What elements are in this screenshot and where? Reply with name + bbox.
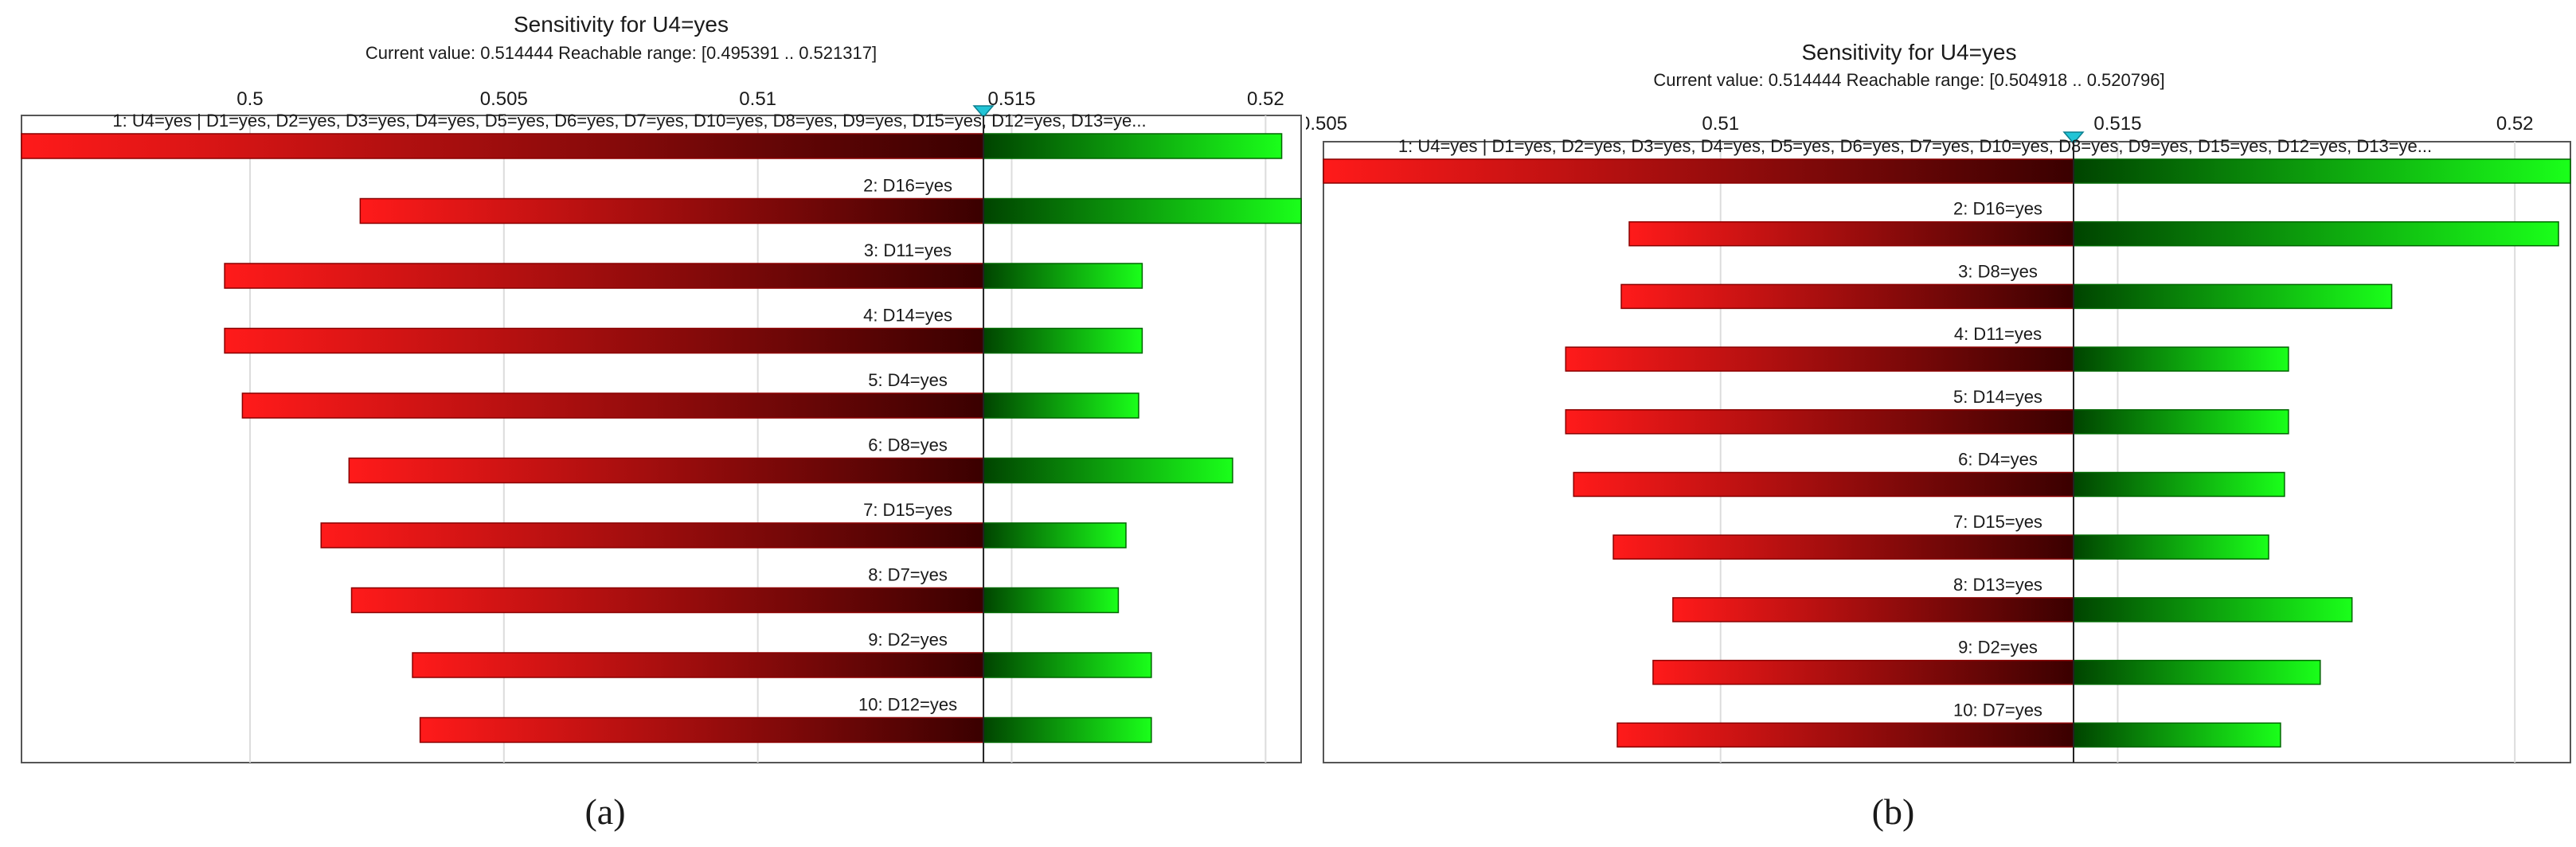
chart-b-subtitle: Current value: 0.514444 Reachable range:… xyxy=(1653,70,2164,90)
chart-b-bar-label: 9: D2=yes xyxy=(1958,638,2038,658)
chart-b-bar-label: 2: D16=yes xyxy=(1953,199,2042,219)
chart-b-bar-label: 8: D13=yes xyxy=(1953,575,2042,595)
sensitivity-chart-a-svg: Sensitivity for U4=yes Current value: 0.5… xyxy=(21,12,1302,832)
chart-b-tick-label: 0.52 xyxy=(2496,113,2534,135)
chart-b-bar-label: 3: D8=yes xyxy=(1958,261,2038,281)
chart-a-caption: (a) xyxy=(584,791,625,832)
chart-a-bar-label: 9: D2=yes xyxy=(868,630,948,650)
chart-a-bar-label: 3: D11=yes xyxy=(864,240,952,260)
chart-b-bar-low xyxy=(1672,597,2074,623)
chart-a-bar-low xyxy=(21,133,984,159)
chart-b-bar-low xyxy=(1323,158,2074,184)
chart-a-bar-low xyxy=(419,716,984,744)
chart-b-tick-label: 0.51 xyxy=(1702,113,1739,135)
chart-b-bar-high xyxy=(2073,283,2393,310)
chart-a-bar-label: 4: D14=yes xyxy=(863,306,952,326)
chart-a-bar-high xyxy=(983,522,1127,548)
chart-b-bar-low xyxy=(1565,346,2074,372)
chart-b-bar-high xyxy=(2073,221,2559,247)
chart-a-bar-label: 1: U4=yes | D1=yes, D2=yes, D3=yes, D4=y… xyxy=(112,111,1146,131)
chart-b-bar-high xyxy=(2073,722,2281,748)
chart-a-bar-high xyxy=(983,652,1152,678)
chart-b-tick-label: 0.515 xyxy=(2093,113,2141,135)
chart-a-bar-high xyxy=(983,392,1139,419)
chart-b-bar-label: 7: D15=yes xyxy=(1953,512,2042,532)
chart-b-bar-label: 6: D4=yes xyxy=(1958,450,2038,470)
chart-b-title: Sensitivity for U4=yes xyxy=(1802,40,2017,64)
chart-a-tick-label: 0.51 xyxy=(739,88,776,110)
sensitivity-chart-b-svg: Sensitivity for U4=yes Current value: 0.5… xyxy=(1306,40,2571,832)
chart-a-bar-low xyxy=(348,457,984,484)
chart-a-bar-high xyxy=(983,716,1152,744)
chart-b-current-value-marker xyxy=(2062,131,2085,145)
chart-a-bar-high xyxy=(983,327,1143,354)
chart-b-bar-label: 4: D11=yes xyxy=(1954,324,2042,344)
chart-a-bar-low xyxy=(224,327,984,354)
chart-a-bar-high xyxy=(983,133,1283,159)
chart-a-bar-high xyxy=(983,263,1143,289)
chart-a-tick-label: 0.5 xyxy=(236,88,263,110)
chart-a-bar-label: 7: D15=yes xyxy=(863,500,952,520)
chart-a-bar-low xyxy=(359,197,984,224)
chart-b-bar-low xyxy=(1612,534,2074,560)
chart-b-tick-label: 0.505 xyxy=(1306,113,1347,135)
chart-a-tick-label: 0.515 xyxy=(987,88,1035,110)
chart-b-bar-low xyxy=(1616,722,2074,748)
chart-a-bar-low xyxy=(241,392,984,419)
chart-a-bar-label: 2: D16=yes xyxy=(863,176,952,196)
chart-a-tick-label: 0.505 xyxy=(480,88,528,110)
chart-b-bar-high xyxy=(2073,534,2269,560)
chart-a-bar-label: 5: D4=yes xyxy=(868,370,948,390)
chart-b-bar-high xyxy=(2073,158,2571,184)
chart-a-bar-label: 10: D12=yes xyxy=(858,695,957,715)
chart-a-bar-high xyxy=(983,587,1120,614)
chart-a-bar-label: 6: D8=yes xyxy=(868,435,948,455)
chart-b-bar-high xyxy=(2073,659,2321,685)
chart-a-bar-high xyxy=(983,197,1302,224)
chart-b-bar-label: 10: D7=yes xyxy=(1953,700,2042,720)
chart-b-bar-label: 1: U4=yes | D1=yes, D2=yes, D3=yes, D4=y… xyxy=(1398,136,2432,156)
chart-a-tick-label: 0.52 xyxy=(1247,88,1284,110)
chart-b-bar-high xyxy=(2073,346,2289,372)
chart-b-bar-high xyxy=(2073,409,2289,435)
chart-a-current-value-marker xyxy=(972,105,995,119)
sensitivity-chart-b: Sensitivity for U4=yes Current value: 0.5… xyxy=(1306,0,2576,847)
chart-b-bar-low xyxy=(1628,221,2074,247)
chart-a-bar-low xyxy=(350,587,984,614)
chart-a-bar-high xyxy=(983,457,1233,484)
chart-a-bar-low xyxy=(412,652,984,678)
chart-b-bar-label: 5: D14=yes xyxy=(1953,387,2042,407)
chart-b-caption: (b) xyxy=(1872,791,1915,832)
chart-b-bar-high xyxy=(2073,471,2285,498)
chart-a-bar-low xyxy=(224,263,984,289)
chart-b-bar-low xyxy=(1620,283,2074,310)
chart-b-bar-low xyxy=(1652,659,2074,685)
chart-a-bar-label: 8: D7=yes xyxy=(868,565,948,585)
chart-b-bar-low xyxy=(1573,471,2074,498)
chart-b-bar-low xyxy=(1565,409,2074,435)
chart-b-bar-high xyxy=(2073,597,2353,623)
chart-a-title: Sensitivity for U4=yes xyxy=(514,12,729,37)
sensitivity-chart-a: Sensitivity for U4=yes Current value: 0.5… xyxy=(21,12,1302,832)
chart-a-subtitle: Current value: 0.514444 Reachable range:… xyxy=(365,43,877,63)
chart-a-bar-low xyxy=(320,522,984,548)
